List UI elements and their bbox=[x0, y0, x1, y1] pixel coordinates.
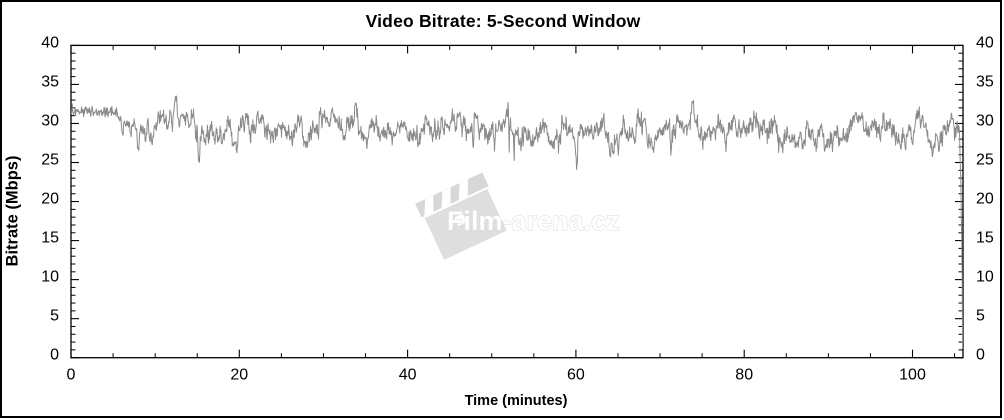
svg-text:100: 100 bbox=[899, 367, 926, 384]
svg-text:20: 20 bbox=[230, 367, 248, 384]
svg-text:60: 60 bbox=[567, 367, 585, 384]
svg-text:10: 10 bbox=[41, 269, 59, 286]
svg-text:40: 40 bbox=[976, 34, 994, 51]
svg-text:35: 35 bbox=[976, 73, 994, 90]
svg-text:0: 0 bbox=[976, 347, 985, 364]
svg-text:35: 35 bbox=[41, 73, 59, 90]
svg-text:30: 30 bbox=[976, 113, 994, 130]
svg-text:0: 0 bbox=[67, 367, 76, 384]
svg-text:Film-arena.cz: Film-arena.cz bbox=[447, 206, 620, 236]
svg-text:80: 80 bbox=[735, 367, 753, 384]
svg-text:15: 15 bbox=[41, 230, 59, 247]
svg-text:30: 30 bbox=[41, 113, 59, 130]
svg-text:20: 20 bbox=[41, 191, 59, 208]
svg-text:20: 20 bbox=[976, 191, 994, 208]
svg-text:25: 25 bbox=[976, 152, 994, 169]
svg-text:15: 15 bbox=[976, 230, 994, 247]
svg-text:40: 40 bbox=[41, 34, 59, 51]
svg-text:5: 5 bbox=[976, 308, 985, 325]
svg-text:40: 40 bbox=[399, 367, 417, 384]
svg-text:25: 25 bbox=[41, 152, 59, 169]
svg-text:0: 0 bbox=[50, 347, 59, 364]
svg-text:10: 10 bbox=[976, 269, 994, 286]
svg-text:5: 5 bbox=[50, 308, 59, 325]
